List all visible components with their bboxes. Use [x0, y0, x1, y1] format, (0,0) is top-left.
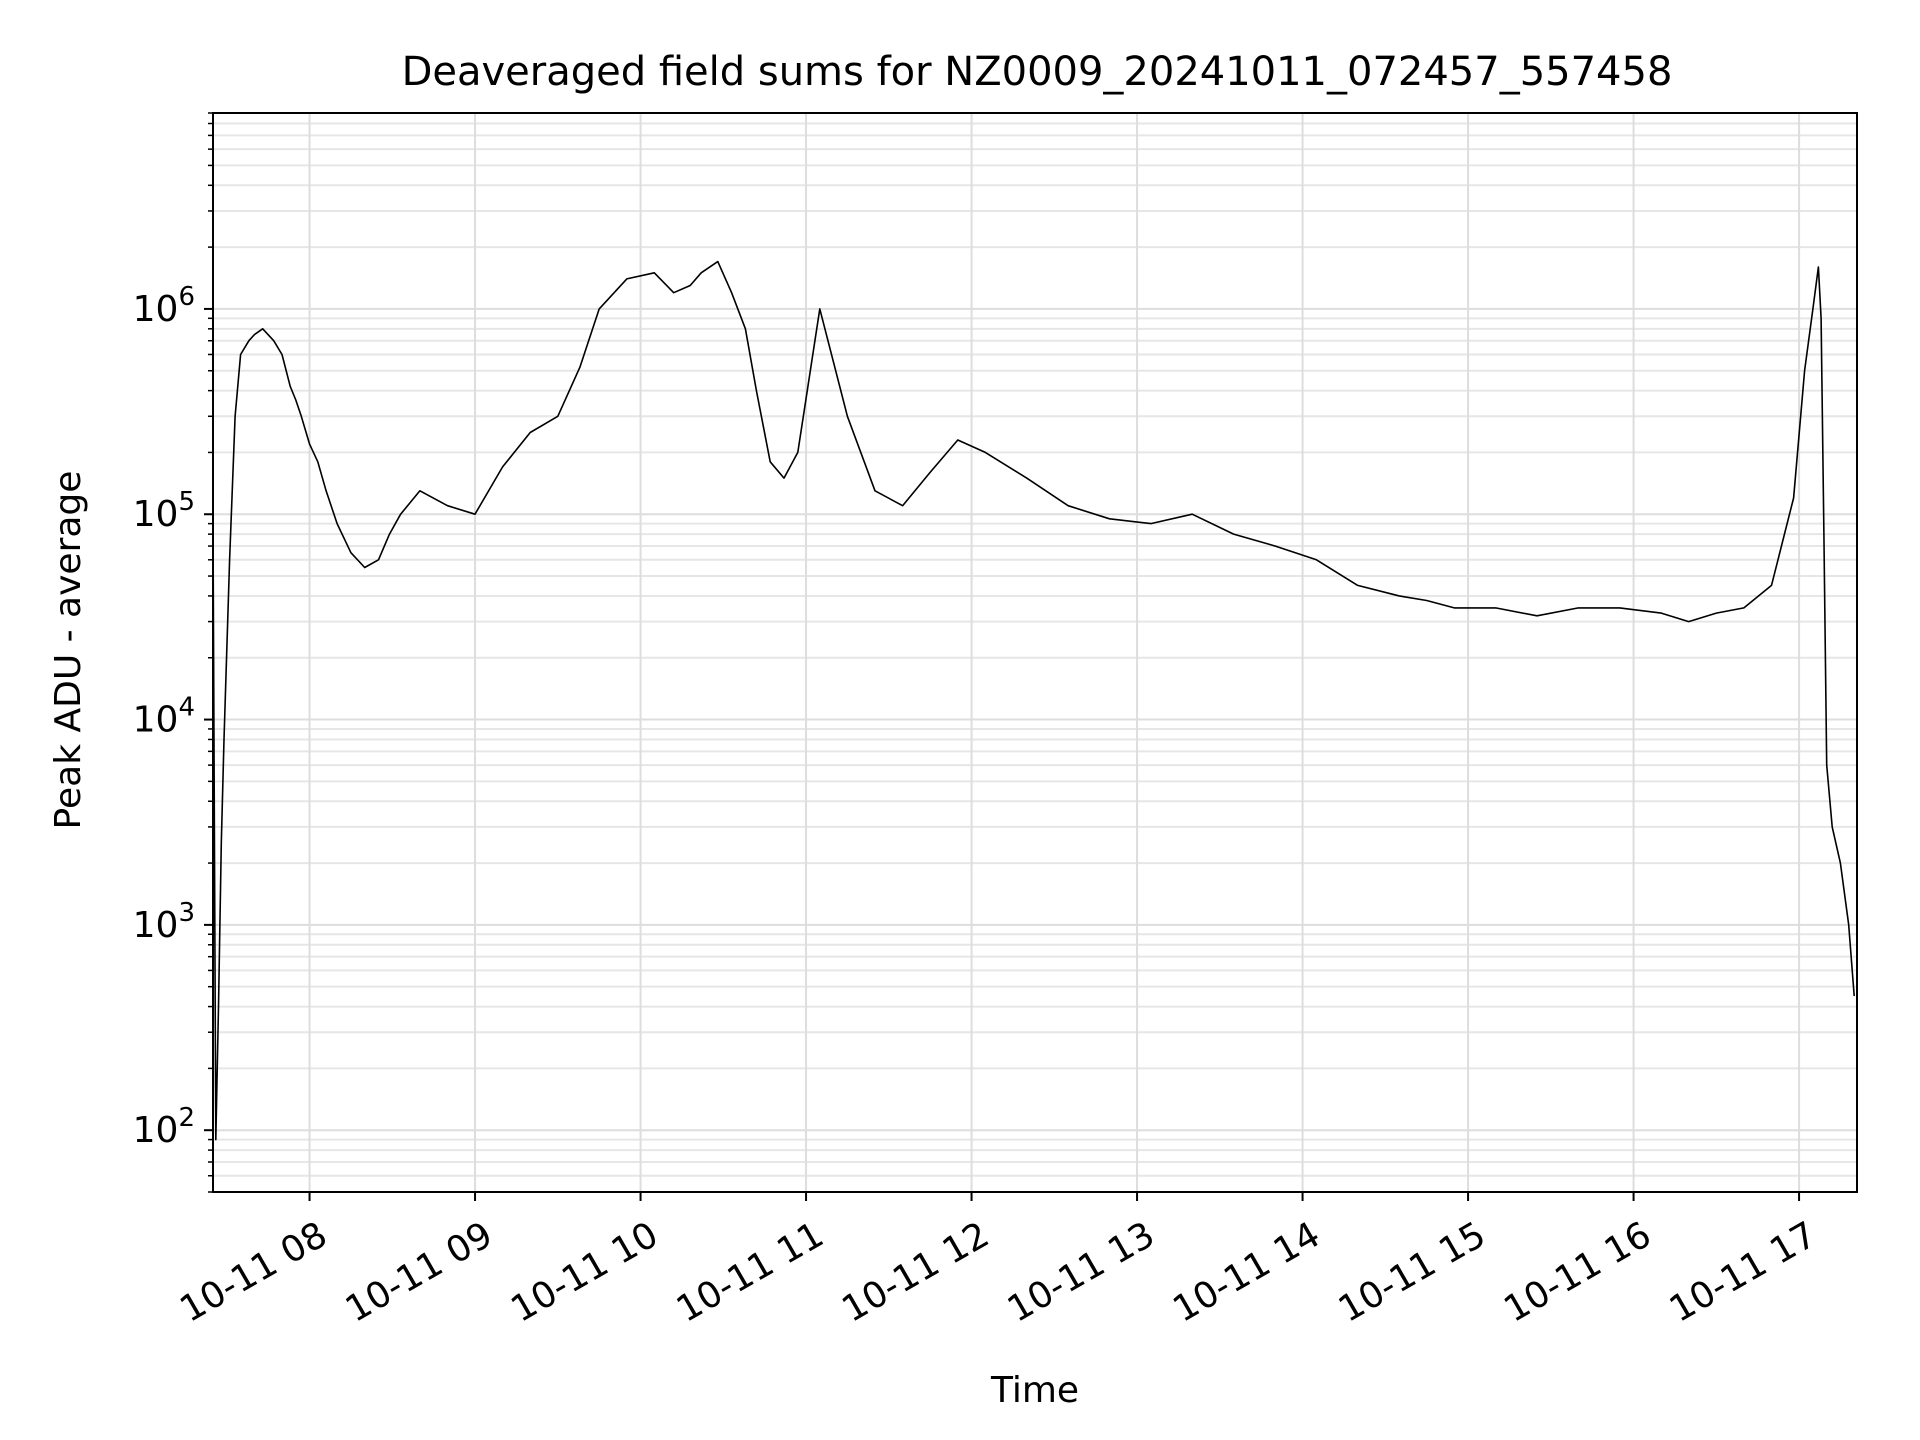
y-tick-label: 103	[133, 898, 195, 946]
series-line-0	[212, 260, 1855, 1141]
y-tick-label: 106	[133, 282, 195, 330]
y-tick-label: 105	[133, 487, 195, 535]
grid-minor	[213, 112, 1857, 1193]
plot-frame	[212, 112, 1858, 1193]
x-axis-label: Time	[990, 1370, 1079, 1411]
grid-major	[213, 113, 1857, 1192]
y-tick-labels: 102 103 104 105 106	[133, 282, 195, 1151]
chart-title: Deaveraged field sums for NZ0009_2024101…	[402, 49, 1673, 95]
y-axis-label: Peak ADU - average	[48, 471, 89, 830]
y-tick-label: 104	[133, 693, 195, 741]
y-tick-label: 102	[133, 1103, 195, 1151]
series-group	[212, 260, 1855, 1141]
